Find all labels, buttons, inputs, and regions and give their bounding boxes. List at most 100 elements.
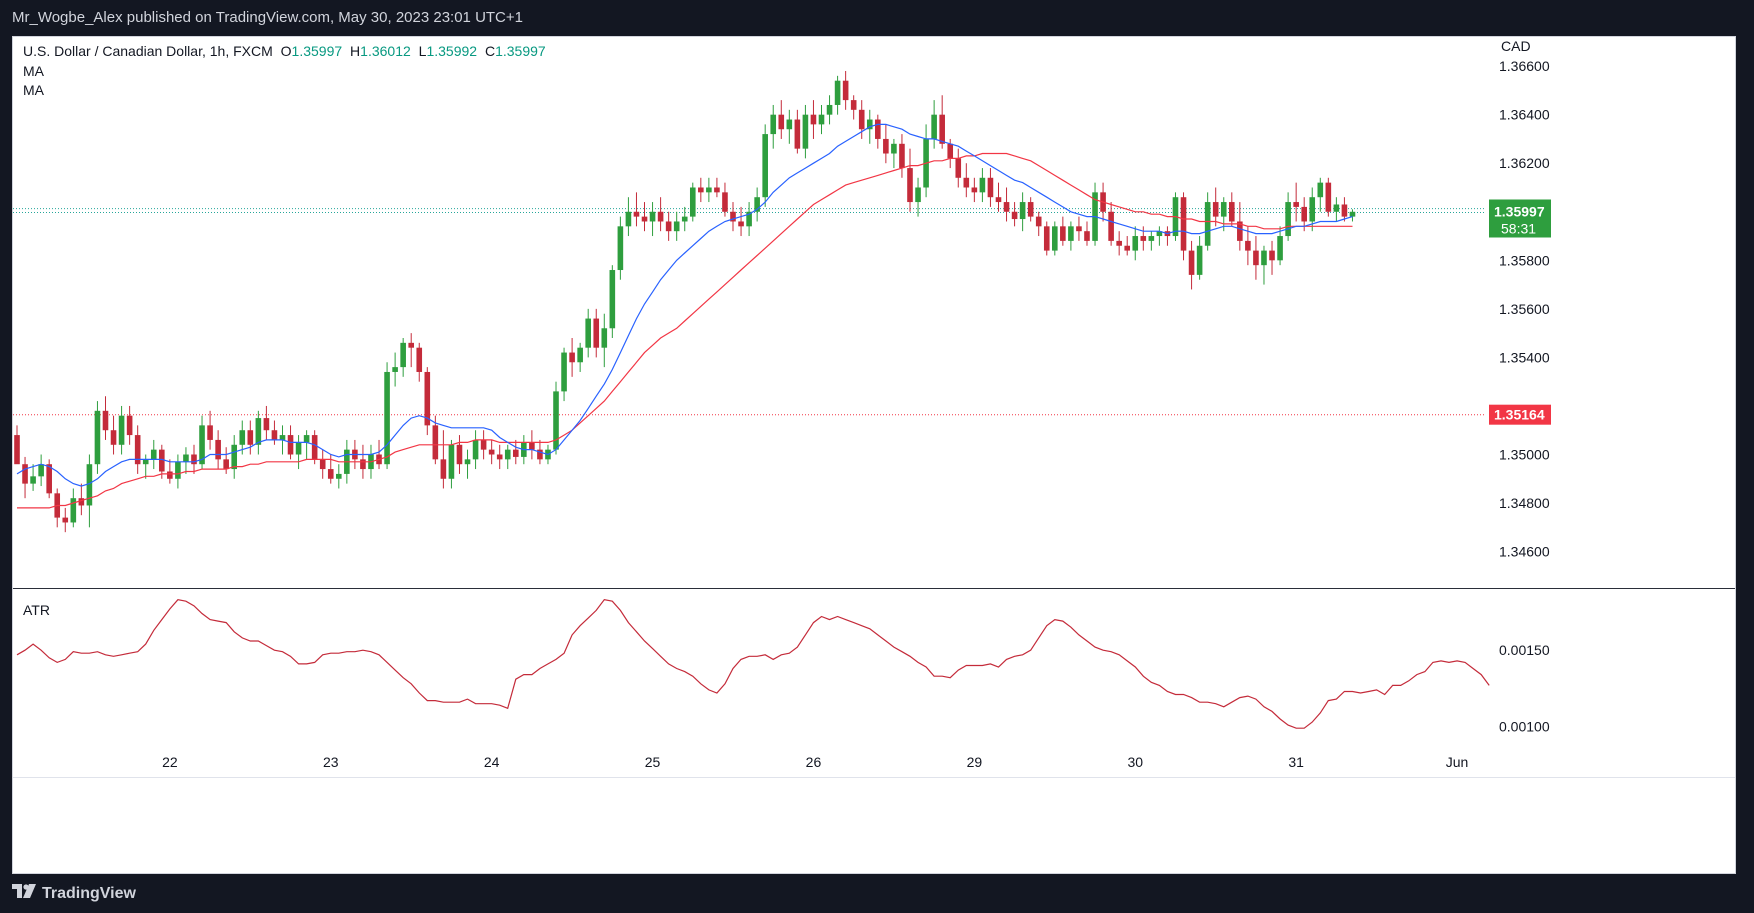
- ma-legend-1[interactable]: MA: [23, 63, 44, 79]
- candle-body: [665, 221, 672, 232]
- candle-body: [963, 177, 970, 188]
- candle-body: [1116, 240, 1122, 246]
- candle-body: [207, 425, 213, 440]
- candle-body: [915, 187, 921, 203]
- candle-body: [689, 187, 696, 217]
- candle-body: [1228, 202, 1235, 222]
- current-price-label: 1.35997: [1494, 203, 1545, 219]
- price-tick-label: 1.35400: [1499, 349, 1550, 365]
- candle-body: [673, 221, 680, 232]
- candle-body: [408, 342, 415, 348]
- candle-body: [625, 211, 632, 227]
- candle-body: [842, 80, 849, 101]
- candle-body: [778, 114, 785, 130]
- candle-body: [754, 197, 760, 212]
- candle-body: [134, 435, 141, 465]
- candle-body: [971, 187, 978, 193]
- candle-body: [641, 216, 648, 222]
- candle-body: [255, 418, 262, 445]
- candle-body: [263, 418, 270, 431]
- low-label: L: [418, 43, 427, 59]
- candle-body: [22, 464, 28, 484]
- current-price-badge: [1489, 199, 1551, 238]
- candle-body: [529, 442, 535, 450]
- candle-body: [553, 391, 559, 450]
- atr-label: ATR: [23, 602, 50, 618]
- time-tick-label: 30: [1127, 754, 1143, 770]
- candle-body: [440, 459, 447, 479]
- candle-body: [722, 192, 728, 212]
- publish-text: Mr_Wogbe_Alex published on TradingView.c…: [12, 9, 523, 26]
- open-value: 1.35997: [291, 43, 343, 59]
- price-tick-label: 1.35600: [1499, 301, 1550, 317]
- candle-body: [955, 158, 962, 178]
- candle-body: [1027, 202, 1034, 217]
- bar-countdown-label: 58:31: [1501, 220, 1536, 236]
- candle-body: [1309, 197, 1316, 222]
- candle-body: [810, 114, 817, 125]
- symbol-legend: U.S. Dollar / Canadian Dollar, 1h, FXCM …: [23, 43, 546, 59]
- candle-body: [875, 119, 881, 139]
- ma-fast-label: MA: [23, 63, 44, 79]
- candle-body: [1076, 226, 1082, 232]
- candle-body: [400, 342, 406, 368]
- candle-body: [601, 328, 608, 348]
- candle-body: [86, 464, 93, 506]
- candle-body: [1285, 202, 1291, 237]
- candle-body: [472, 439, 479, 460]
- candle-body: [786, 119, 793, 130]
- candle-body: [1180, 197, 1187, 251]
- candle-body: [1269, 250, 1275, 261]
- ma-slow-line: [17, 152, 1353, 509]
- candle-body: [1068, 226, 1074, 241]
- candle-body: [1019, 202, 1026, 220]
- time-tick-label: 31: [1288, 754, 1304, 770]
- time-tick-label: 25: [645, 754, 661, 770]
- candle-body: [1003, 202, 1010, 212]
- marked-level-label: 1.35164: [1494, 407, 1545, 423]
- candle-body: [1132, 236, 1139, 251]
- marked-level-badge: [1489, 404, 1551, 425]
- price-tick-label: 1.35000: [1499, 446, 1550, 462]
- ma-legend-2[interactable]: MA: [23, 82, 44, 98]
- candle-body: [883, 138, 889, 154]
- candle-body: [1237, 221, 1243, 241]
- open-label: O: [280, 43, 292, 59]
- time-tick-label: 24: [484, 754, 500, 770]
- candle-body: [1084, 231, 1090, 241]
- candle-body: [1060, 226, 1066, 241]
- candle-body: [609, 270, 616, 329]
- candle-body: [698, 187, 704, 193]
- candle-body: [657, 211, 664, 222]
- candle-body: [464, 459, 471, 465]
- price-tick-label: 1.34800: [1499, 495, 1550, 511]
- candle-body: [46, 464, 52, 494]
- candle-body: [1245, 240, 1251, 251]
- candle-body: [738, 221, 744, 227]
- candle-body: [150, 449, 157, 460]
- candle-body: [633, 211, 640, 217]
- candle-body: [175, 461, 181, 479]
- candle-body: [392, 367, 398, 372]
- candle-body: [891, 143, 897, 154]
- candle-body: [1140, 236, 1147, 241]
- atr-legend[interactable]: ATR: [23, 602, 50, 618]
- candle-body: [1124, 245, 1131, 251]
- candle-body: [1333, 204, 1340, 212]
- candle-body: [1261, 250, 1267, 266]
- candle-body: [327, 469, 334, 479]
- time-tick-label: 29: [967, 754, 983, 770]
- candle-body: [488, 449, 495, 455]
- candle-body: [1011, 211, 1018, 220]
- candle-body: [30, 476, 36, 484]
- atr-tick-label: 0.00100: [1499, 719, 1550, 735]
- chart-canvas[interactable]: CAD 1.36600 1.36400 1.36200 1.35800 1.35600 1.…: [13, 37, 1735, 873]
- candle-body: [931, 114, 937, 139]
- candle-body: [336, 473, 342, 479]
- candle-body: [1108, 211, 1114, 241]
- candle-body: [287, 435, 294, 455]
- candle-body: [38, 464, 44, 477]
- time-tick-label: Jun: [1446, 754, 1469, 770]
- candle-body: [1212, 202, 1219, 217]
- chart-frame[interactable]: CAD 1.36600 1.36400 1.36200 1.35800 1.35600 1.…: [12, 36, 1736, 874]
